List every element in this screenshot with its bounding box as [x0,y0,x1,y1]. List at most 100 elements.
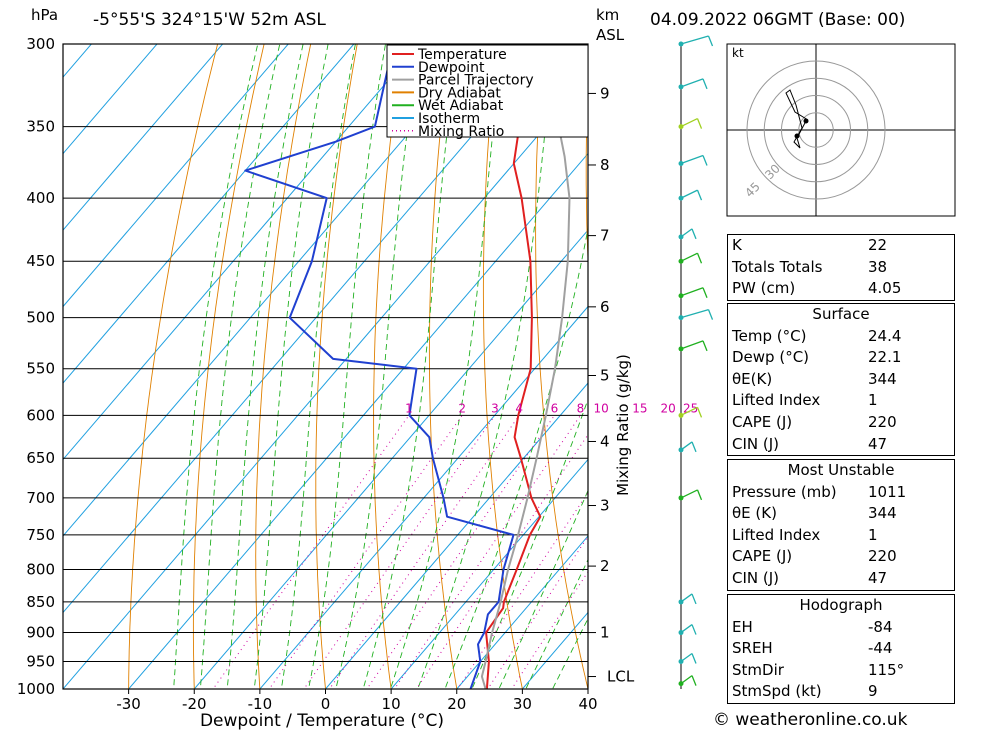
wind-barb-flag [691,228,697,240]
pw-label: PW (cm) [732,279,796,298]
wind-barb [680,78,704,88]
surface-cape-value: 220 [868,412,897,431]
x-tick-label: -20 [182,695,207,713]
mu-cin-label: CIN (J) [732,568,780,587]
height-asl-label: ASL [596,26,625,44]
wind-barb-flag [691,653,697,664]
legend-label: Wet Adiabat [418,98,504,114]
wind-barb [680,675,693,685]
mixing-ratio-line [212,415,410,689]
wind-barb [680,189,698,199]
km-tick-label: 1 [600,624,610,642]
surface-cape-label: CAPE (J) [732,412,793,431]
legend-label: Parcel Trajectory [418,73,534,89]
eh-value: -84 [868,617,893,636]
pressure-tick-label: 1000 [17,680,55,698]
wind-barb [680,406,698,416]
pressure-tick-label: 600 [26,406,55,424]
x-tick-label: 40 [578,695,597,713]
km-tick-label: 7 [600,227,610,245]
mu-cin-value: 47 [868,568,888,587]
dry-adiabat-line [192,44,265,689]
mixing-ratio-line [268,415,463,689]
wind-barb-flag [696,118,703,129]
stmspd-value: 9 [868,682,878,701]
wind-barb-flag [696,489,703,501]
pressure-tick-label: 650 [26,449,55,467]
wet-adiabat-line [253,44,329,689]
wind-barb [680,228,693,238]
surface-cin-label: CIN (J) [732,434,780,453]
copyright-link[interactable]: © weatheronline.co.uk [713,710,908,730]
hodograph-table: Hodograph EH -84 SREH -44 StmDir 115° StmSp… [727,594,955,704]
pressure-tick-label: 400 [26,189,55,207]
wind-barb-flag [702,287,708,299]
sreh-label: SREH [732,639,773,658]
mu-li-label: Lifted Index [732,525,821,544]
wind-barb [680,35,709,45]
surface-dewp-label: Dewp (°C) [732,348,810,367]
wind-barb-flag [691,624,697,635]
dry-adiabat-line [255,44,312,689]
surface-dewp-value: 22.1 [868,348,902,367]
wind-barb [680,117,698,128]
km-tick-label: 6 [600,298,610,316]
pressure-tick-label: 550 [26,360,55,378]
pressure-tick-label: 500 [26,309,55,327]
wet-adiabat-line [335,44,420,689]
stmspd-label: StmSpd (kt) [732,682,822,701]
wind-barb [680,593,693,603]
wind-barb [680,489,698,499]
most-unstable-title: Most Unstable [787,461,895,479]
isotherm-line [63,44,224,231]
isotherm-line [63,44,355,384]
surface-title: Surface [812,305,870,323]
pressure-tick-label: 300 [26,35,55,53]
tt-value: 38 [868,257,888,276]
x-tick-label: 20 [447,695,466,713]
km-tick-label: 3 [600,497,610,515]
wind-barb [680,441,693,451]
mixing-ratio-line [415,433,588,689]
mu-pressure-value: 1011 [868,482,907,501]
wind-barb-flag [696,252,703,264]
location-title: -5°55'S 324°15'W 52m ASL [93,10,326,30]
most-unstable-table: Most Unstable Pressure (mb) 1011 θE (K) 34… [727,459,955,591]
wet-adiabat-line [444,225,588,689]
pressure-unit-label: hPa [31,6,58,24]
x-tick-label: -30 [116,695,141,713]
legend-label: Temperature [417,47,507,63]
pressure-tick-label: 700 [26,489,55,507]
mu-cape-value: 220 [868,547,897,566]
km-tick-label: 5 [600,367,610,385]
wet-adiabat-line [390,44,503,689]
wind-barb-flag [707,309,714,320]
isotherm-line [259,305,588,689]
isotherm-line [63,44,93,78]
indices-table: K 22 Totals Totals 38 PW (cm) 4.05 [727,234,955,301]
wet-adiabat-line [280,44,356,689]
wet-adiabat-line [417,44,555,689]
x-tick-label: 10 [382,695,401,713]
parcel-trajectory-line [480,44,571,689]
mixing-ratio-label: 1 [405,401,413,415]
mixing-ratio-line [393,415,581,689]
mixing-ratio-label: 4 [515,401,523,415]
hodograph-point [794,133,800,139]
hodograph-trace [785,89,809,149]
wet-adiabat-line [471,398,588,689]
mixing-ratio-label: 10 [593,401,608,415]
surface-temp-value: 24.4 [868,326,902,345]
pressure-tick-label: 800 [26,561,55,579]
hodograph-ring [798,112,834,148]
surface-table: Surface Temp (°C) 24.4 Dewp (°C) 22.1 θE(K… [727,303,955,457]
pressure-tick-label: 750 [26,526,55,544]
surface-li-label: Lifted Index [732,391,821,410]
temperature-line [485,44,542,689]
wind-barb-flag [691,675,697,686]
pressure-tick-label: 850 [26,593,55,611]
mu-cape-label: CAPE (J) [732,547,793,566]
km-tick-label: 2 [600,557,610,575]
wet-adiabat-line [362,44,459,689]
km-tick-label: 8 [600,156,610,174]
